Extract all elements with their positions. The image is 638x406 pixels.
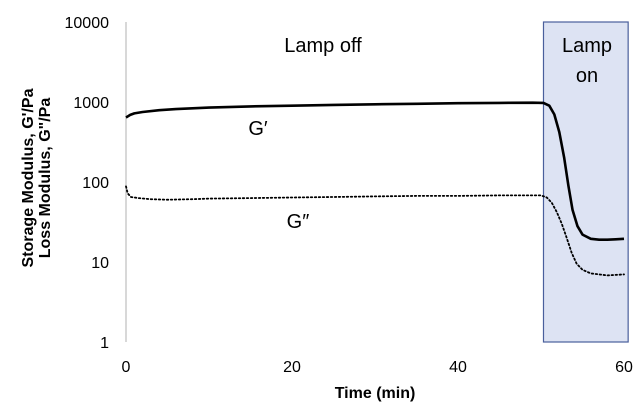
y-tick-label-10: 10 bbox=[91, 255, 109, 272]
lamp-on-label-line2: on bbox=[576, 65, 598, 87]
y-tick-label-1: 1 bbox=[100, 335, 109, 352]
x-tick-label-40: 40 bbox=[449, 359, 467, 376]
lamp-off-label: Lamp off bbox=[284, 35, 362, 57]
series-line-g-prime bbox=[125, 101, 625, 241]
g-double-prime-label: G″ bbox=[287, 211, 310, 233]
y-tick-label-100: 100 bbox=[82, 175, 109, 192]
lamp-on-region bbox=[542, 21, 629, 343]
x-axis-title: Time (min) bbox=[335, 385, 416, 402]
x-tick-label-0: 0 bbox=[122, 359, 131, 376]
y-tick-label-1000: 1000 bbox=[73, 95, 109, 112]
g-prime-label: G′ bbox=[248, 118, 268, 140]
series-line-g-double-prime bbox=[125, 185, 625, 277]
y-axis-title-loss: Loss Modulus, G"/Pa bbox=[37, 98, 54, 259]
x-tick-label-20: 20 bbox=[283, 359, 301, 376]
y-tick-label-10000: 10000 bbox=[65, 15, 110, 32]
y-axis-title-storage: Storage Modulus, G'/Pa bbox=[20, 88, 37, 267]
x-tick-label-60: 60 bbox=[615, 359, 633, 376]
lamp-on-label-line1: Lamp bbox=[562, 35, 612, 57]
